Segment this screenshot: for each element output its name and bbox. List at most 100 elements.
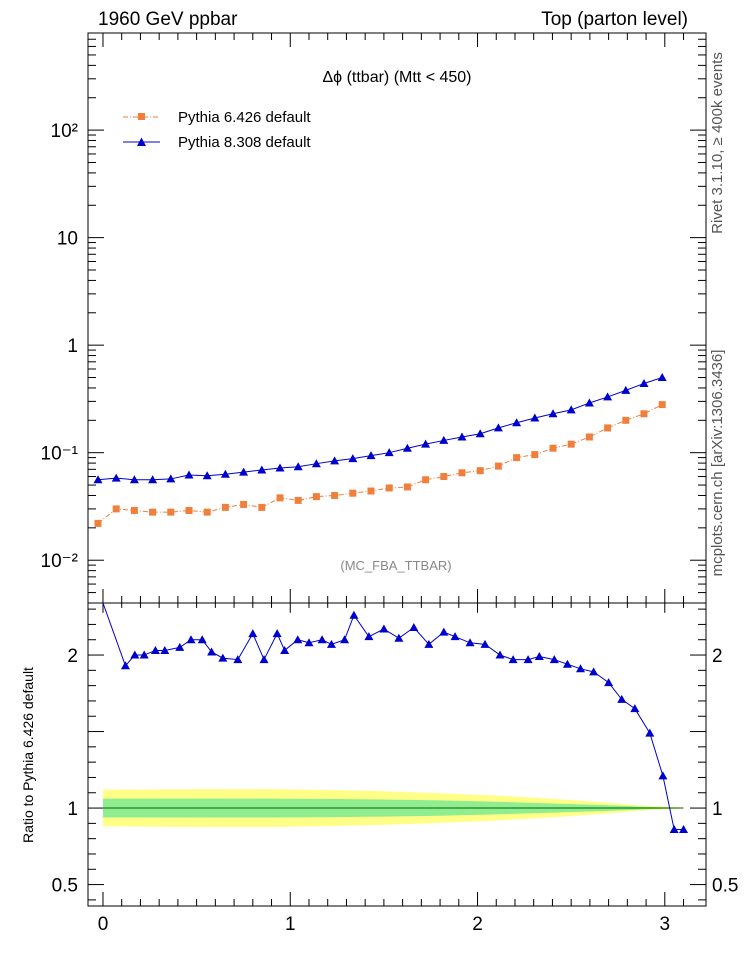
ratio-point bbox=[465, 638, 475, 647]
pythia8-point bbox=[111, 473, 121, 482]
pythia8-point bbox=[366, 451, 376, 460]
ratio-point bbox=[549, 655, 559, 664]
main-plot-series bbox=[93, 373, 667, 527]
legend-label-pythia6: Pythia 6.426 default bbox=[178, 109, 311, 126]
pythia8-point bbox=[493, 423, 503, 432]
ratio-y-axis-label: Ratio to Pythia 6.426 default bbox=[20, 667, 36, 843]
pythia6-point bbox=[385, 484, 393, 492]
pythia8-point bbox=[584, 398, 594, 407]
ratio-point bbox=[645, 728, 655, 737]
ratio-y-tick-label-left: 2 bbox=[67, 646, 78, 667]
ratio-point bbox=[424, 639, 434, 648]
ratio-y-tick-label-right: 2 bbox=[712, 646, 723, 667]
pythia6-point bbox=[294, 496, 302, 504]
ratio-y-tick-label-left: 1 bbox=[67, 799, 78, 820]
ratio-point bbox=[409, 622, 419, 631]
pythia8-point bbox=[129, 475, 139, 484]
ratio-point bbox=[534, 652, 544, 661]
pythia8-point bbox=[475, 429, 485, 438]
ratio-point bbox=[508, 655, 518, 664]
pythia6-point bbox=[130, 506, 138, 514]
ratio-point bbox=[218, 653, 228, 662]
pythia8-point bbox=[512, 418, 522, 427]
ratio-point bbox=[304, 638, 314, 647]
pythia8-point bbox=[639, 378, 649, 387]
pythia6-point bbox=[331, 491, 339, 499]
ratio-point bbox=[617, 694, 627, 703]
pythia8-point bbox=[293, 462, 303, 471]
main-y-tick-label: 10 bbox=[57, 229, 78, 250]
pythia8-point bbox=[202, 471, 212, 480]
main-y-tick-label: 10² bbox=[51, 121, 78, 142]
pythia8-point bbox=[166, 474, 176, 483]
ratio-point bbox=[589, 667, 599, 676]
main-y-tick-label: 10⁻² bbox=[41, 551, 79, 572]
pythia6-point bbox=[367, 487, 375, 495]
analysis-label: (MC_FBA_TTBAR) bbox=[340, 558, 451, 573]
ratio-point bbox=[340, 635, 350, 644]
ratio-point bbox=[150, 645, 160, 654]
ratio-point bbox=[233, 655, 243, 664]
pythia8-point bbox=[148, 475, 158, 484]
pythia6-point bbox=[640, 410, 648, 418]
pythia6-point bbox=[494, 462, 502, 470]
pythia6-point bbox=[240, 500, 248, 508]
ratio-y-tick-label-right: 1 bbox=[712, 799, 723, 820]
pythia6-point bbox=[185, 506, 193, 514]
ratio-uncertainty-bands bbox=[102, 789, 684, 828]
ratio-point bbox=[576, 664, 586, 673]
pythia6-point bbox=[276, 494, 284, 502]
pythia8-point bbox=[402, 443, 412, 452]
pythia6-point bbox=[549, 444, 557, 452]
pythia8-point bbox=[621, 385, 631, 394]
main-plot-ticks: 10⁻² 10⁻¹ 1 10 10² bbox=[41, 32, 706, 604]
pythia8-point bbox=[548, 409, 558, 418]
pythia6-point bbox=[585, 433, 593, 441]
ratio-point bbox=[562, 659, 572, 668]
pythia6-point bbox=[422, 476, 430, 484]
x-tick-label: 2 bbox=[472, 914, 483, 935]
pythia6-point bbox=[94, 519, 102, 527]
pythia6-point bbox=[203, 508, 211, 516]
pythia8-point bbox=[93, 475, 103, 484]
pythia8-point bbox=[220, 469, 230, 478]
pythia8-point bbox=[603, 392, 613, 401]
pythia8-point bbox=[275, 463, 285, 472]
pythia6-point bbox=[440, 473, 448, 481]
ratio-point bbox=[523, 655, 533, 664]
pythia8-point bbox=[384, 448, 394, 457]
ratio-plot-frame bbox=[87, 602, 707, 907]
side-label-mcplots: mcplots.cern.ch [arXiv:1306.3436] bbox=[709, 350, 726, 577]
pythia8-point bbox=[530, 413, 540, 422]
pythia8-point bbox=[311, 459, 321, 468]
pythia8-point bbox=[566, 405, 576, 414]
ratio-point bbox=[364, 632, 374, 641]
ratio-point bbox=[248, 629, 258, 638]
main-y-tick-label: 1 bbox=[67, 336, 78, 357]
pythia8-point bbox=[439, 435, 449, 444]
ratio-point bbox=[197, 635, 207, 644]
pythia6-point bbox=[258, 503, 266, 511]
pythia6-point bbox=[567, 440, 575, 448]
ratio-point bbox=[120, 661, 130, 670]
ratio-point bbox=[604, 678, 614, 687]
ratio-point bbox=[317, 635, 327, 644]
pythia8-point bbox=[348, 454, 358, 463]
ratio-point bbox=[658, 771, 668, 780]
legend-marker-pythia8 bbox=[137, 137, 146, 146]
ratio-point bbox=[394, 633, 404, 642]
ratio-point bbox=[293, 635, 303, 644]
ratio-point bbox=[259, 655, 269, 664]
ratio-line bbox=[102, 602, 684, 830]
ratio-point bbox=[207, 647, 217, 656]
ratio-point bbox=[349, 610, 359, 619]
ratio-point bbox=[495, 650, 505, 659]
ratio-plot-ticks: 0 1 2 3 0.5 0.5 1 1 2 2 bbox=[52, 603, 738, 935]
pythia8-point bbox=[457, 432, 467, 441]
pythia6-point bbox=[531, 451, 539, 459]
pythia6-point bbox=[476, 467, 484, 475]
pythia6-point bbox=[312, 493, 320, 501]
pythia8-point bbox=[657, 373, 667, 382]
ratio-y-tick-label-right: 0.5 bbox=[712, 876, 738, 897]
plot-title: Δϕ (ttbar) (Mtt < 450) bbox=[322, 69, 471, 86]
